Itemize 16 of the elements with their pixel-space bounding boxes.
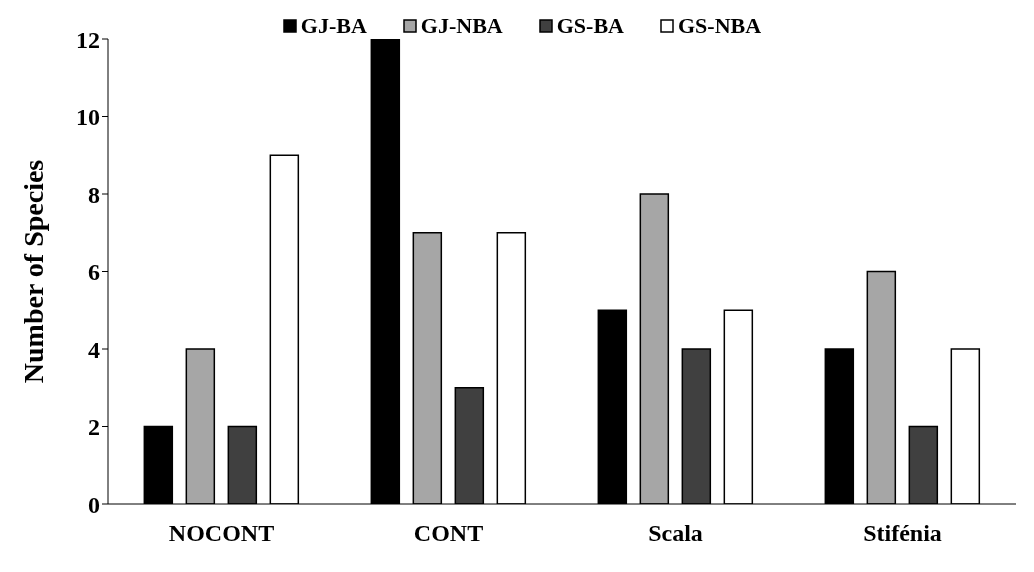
y-tick-label: 12 [76,26,100,53]
legend-label: GJ-BA [299,13,367,39]
y-tick-label: 2 [88,414,100,441]
y-tick-label: 10 [76,104,100,131]
x-tick-label: Scala [648,520,703,547]
y-tick-label: 4 [88,336,100,363]
legend-label: GJ-NBA [419,13,503,39]
legend-label: GS-BA [555,13,624,39]
y-tick-label: 8 [88,181,100,208]
legend-label: GS-NBA [677,13,762,39]
y-tick-label: 0 [88,491,100,518]
y-axis-title: Number of Species [17,159,49,384]
y-tick-label: 6 [88,259,100,286]
x-tick-label: CONT [413,520,484,547]
x-tick-label: NOCONT [168,520,275,547]
x-tick-label: Stifénia [863,520,942,547]
